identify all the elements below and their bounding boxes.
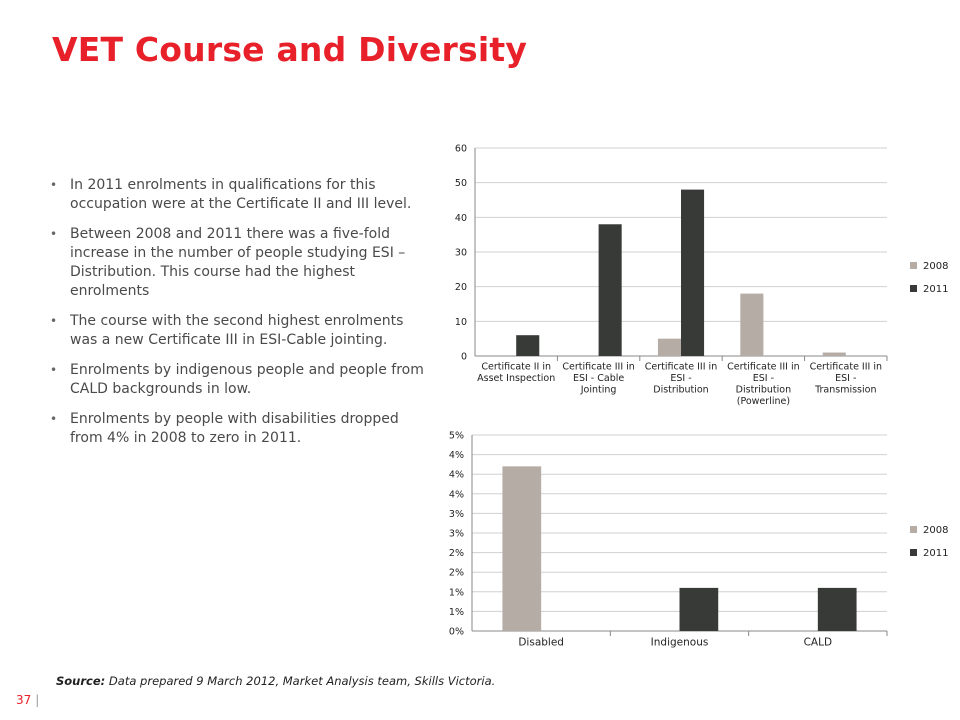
bullet-item: • Enrolments by people with disabilities … [48, 410, 433, 448]
page-number: 37 [16, 693, 32, 707]
bar-2011 [516, 335, 540, 356]
legend: 2008 2011 [910, 261, 948, 295]
bar-2008 [657, 338, 681, 356]
source-note: Source: Data prepared 9 March 2012, Mark… [56, 674, 495, 688]
x-category-line: Certificate II in [481, 362, 551, 373]
x-category-label: Certificate III in ESI -Transmission [810, 362, 882, 396]
bullet-list: • In 2011 enrolments in qualifications fo… [48, 176, 433, 459]
x-category-label: CALD [804, 637, 832, 649]
y-tick-label: 3% [449, 529, 464, 540]
y-tick-label: 5% [449, 431, 464, 442]
x-category-line: Indigenous [651, 637, 709, 649]
legend-swatch [910, 285, 917, 292]
bar-2011 [679, 587, 719, 631]
y-tick-label: 20 [455, 282, 467, 293]
y-tick-label: 1% [449, 587, 464, 598]
source-label: Source: [56, 674, 106, 688]
bullet-glyph: • [50, 178, 58, 192]
x-category-line: (Powerline) [737, 396, 790, 407]
legend-swatch [910, 526, 917, 533]
x-category-line: Disabled [518, 637, 564, 649]
legend-label: 2008 [923, 261, 948, 272]
page-title: VET Course and Diversity [52, 30, 528, 69]
x-category-label: Indigenous [651, 637, 709, 649]
x-category-line: Certificate III in [645, 362, 717, 373]
bullet-text: Enrolments by people with disabilities d… [70, 411, 399, 446]
legend-swatch [910, 549, 917, 556]
y-tick-label: 2% [449, 548, 464, 559]
bar-2008 [740, 293, 764, 356]
bullet-item: • In 2011 enrolments in qualifications fo… [48, 176, 433, 214]
bullet-text: Enrolments by indigenous people and peop… [70, 362, 424, 397]
y-tick-label: 60 [455, 144, 467, 155]
x-category-line: CALD [804, 637, 832, 649]
bars [516, 189, 846, 356]
bullet-glyph: • [50, 314, 58, 328]
x-category-line: Distribution [736, 385, 791, 396]
y-tick-label: 30 [455, 248, 467, 259]
bullet-glyph: • [50, 412, 58, 426]
y-tick-label: 50 [455, 178, 467, 189]
bullet-item: • The course with the second highest enro… [48, 312, 433, 350]
page-footer: 37 | [16, 693, 39, 707]
x-category-line: Jointing [580, 385, 617, 396]
x-category-line: Certificate III in [727, 362, 799, 373]
legend-label: 2011 [923, 284, 948, 295]
y-tick-label: 40 [455, 213, 467, 224]
y-tick-label: 2% [449, 568, 464, 579]
bar-2011 [598, 224, 622, 356]
source-text: Data prepared 9 March 2012, Market Analy… [108, 674, 496, 688]
footer-separator: | [35, 693, 40, 707]
diversity-chart: 0% 1% 1% 2% 2% 3% 3% 4% 4% 4% 5% Disabled Indigenous… [449, 431, 949, 649]
bullet-item: • Between 2008 and 2011 there was a five-… [48, 225, 433, 301]
y-tick-label: 4% [449, 470, 464, 481]
bar-2011 [681, 189, 705, 356]
legend: 2008 2011 [910, 525, 948, 559]
legend-label: 2008 [923, 525, 948, 536]
bullet-text: The course with the second highest enrol… [70, 313, 404, 348]
y-tick-label: 0 [461, 352, 467, 363]
y-tick-label: 3% [449, 509, 464, 520]
bullet-glyph: • [50, 227, 58, 241]
x-category-line: ESI - [753, 373, 774, 384]
x-category-line: ESI - [835, 373, 856, 384]
legend-label: 2011 [923, 548, 948, 559]
course-enrolment-chart: 0 10 20 30 40 50 60 Certificate II in Asset Insp… [455, 144, 949, 408]
bar-2011 [817, 587, 857, 631]
bar-2008 [822, 352, 846, 356]
bars [502, 466, 857, 631]
y-tick-label: 1% [449, 607, 464, 618]
x-category-line: Certificate III in [562, 362, 634, 373]
bullet-item: • Enrolments by indigenous people and peo… [48, 361, 433, 399]
bullet-glyph: • [50, 363, 58, 377]
x-category-line: Asset Inspection [477, 373, 555, 384]
x-category-label: Certificate III in ESI - Cable Jointing [562, 362, 634, 396]
y-tick-label: 10 [455, 317, 467, 328]
x-category-label: Certificate II in Asset Inspection [477, 362, 555, 385]
x-category-label: Certificate III in ESI -Distribution (Powe… [727, 362, 799, 408]
x-category-line: Transmission [814, 385, 876, 396]
x-category-label: Disabled [518, 637, 564, 649]
bar-2008 [502, 466, 542, 631]
x-category-line: Distribution [653, 385, 708, 396]
bullet-text: Between 2008 and 2011 there was a five-f… [70, 226, 406, 299]
x-category-line: Certificate III in [810, 362, 882, 373]
bullet-text: In 2011 enrolments in qualifications for… [70, 177, 412, 212]
legend-swatch [910, 262, 917, 269]
y-tick-label: 0% [449, 627, 464, 638]
y-tick-label: 4% [449, 489, 464, 500]
plot-area: 0 10 20 30 40 50 60 Certificate II in Asset Insp… [455, 144, 888, 408]
y-tick-label: 4% [449, 450, 464, 461]
x-category-label: Certificate III in ESI -Distribution [645, 362, 717, 396]
x-category-line: ESI - Cable [573, 373, 624, 384]
x-category-line: ESI - [670, 373, 691, 384]
